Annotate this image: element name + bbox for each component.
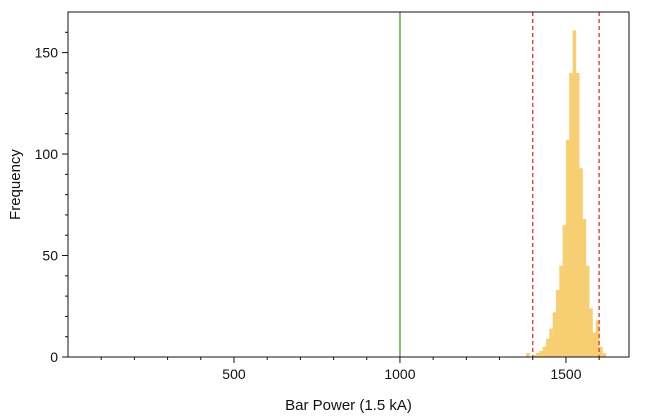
histogram-bar bbox=[572, 30, 577, 357]
y-tick-label: 150 bbox=[35, 45, 59, 61]
histogram-bar bbox=[532, 354, 537, 357]
histogram-bar bbox=[559, 265, 563, 357]
histogram-bar bbox=[546, 338, 550, 357]
histogram-bar bbox=[585, 265, 590, 357]
reference-lines bbox=[398, 12, 600, 357]
histogram-bar bbox=[536, 352, 540, 357]
y-tick-label: 0 bbox=[50, 349, 58, 365]
histogram-bar bbox=[542, 346, 547, 357]
histogram-bar bbox=[526, 352, 530, 357]
y-tick-label: 50 bbox=[42, 248, 58, 264]
x-tick-label: 1000 bbox=[384, 366, 415, 382]
x-tick-label: 1500 bbox=[550, 366, 581, 382]
histogram-bar bbox=[599, 346, 603, 357]
histogram-bar bbox=[565, 139, 570, 357]
histogram-bar bbox=[549, 328, 553, 357]
histogram-bar bbox=[589, 308, 593, 357]
histogram-bar bbox=[582, 219, 587, 357]
histogram-bar bbox=[569, 72, 573, 357]
plot-frame bbox=[67, 11, 630, 358]
histogram-bar bbox=[602, 352, 607, 357]
histogram-bar bbox=[595, 320, 600, 357]
histogram-bar bbox=[555, 290, 560, 357]
histogram-bar bbox=[579, 168, 583, 357]
x-tick-label: 500 bbox=[222, 366, 246, 382]
histogram-bar bbox=[592, 332, 597, 357]
histogram-bar bbox=[539, 350, 543, 357]
y-axis-label: Frequency bbox=[7, 149, 24, 220]
y-tick-label: 100 bbox=[35, 146, 59, 162]
histogram-bar bbox=[552, 312, 557, 357]
histogram-bar bbox=[575, 72, 580, 357]
x-axis-label: Bar Power (1.5 kA) bbox=[285, 397, 412, 414]
axis-ticks: 500 1000 1500 0 50 100 150 bbox=[35, 31, 600, 382]
histogram-bars bbox=[526, 30, 607, 357]
histogram-bar bbox=[562, 225, 567, 357]
